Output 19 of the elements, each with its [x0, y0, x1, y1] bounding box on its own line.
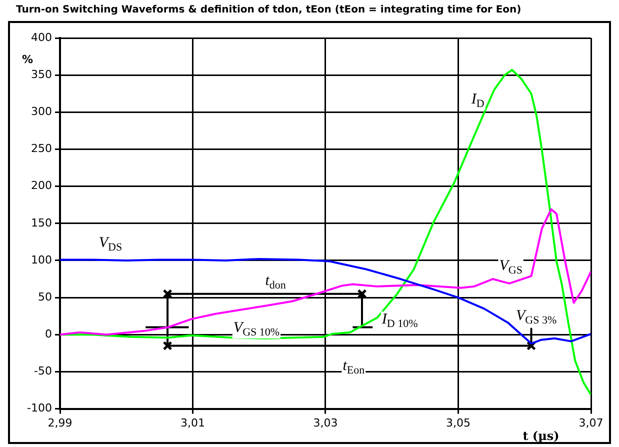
- x-tick-label: 3,05: [446, 416, 470, 430]
- x-axis-title: t (µs): [522, 428, 560, 443]
- y-tick-label: 100: [31, 253, 52, 266]
- x-tick-label: 3,07: [578, 416, 604, 430]
- y-tick-label: 400: [31, 30, 52, 44]
- y-tick-label: 300: [31, 105, 52, 118]
- y-tick-label: 50: [38, 290, 52, 304]
- x-tick-label: 2,99: [48, 416, 72, 430]
- y-tick-label: 350: [31, 68, 52, 81]
- x-tick-label: 3,01: [180, 416, 205, 430]
- y-tick-label: 0: [45, 328, 52, 340]
- y-tick-label: 150: [31, 216, 52, 230]
- y-tick-label: 200: [31, 179, 52, 192]
- y-tick-label: -100: [27, 402, 52, 415]
- y-tick-label: -50: [34, 364, 52, 378]
- x-tick-label: 3,03: [313, 416, 338, 430]
- y-tick-label: 250: [31, 142, 52, 156]
- y-axis-title: %: [22, 52, 34, 66]
- chart-title: Turn-on Switching Waveforms & definition of tdon, tEon (tEon = integrating time for Eon): [16, 4, 522, 16]
